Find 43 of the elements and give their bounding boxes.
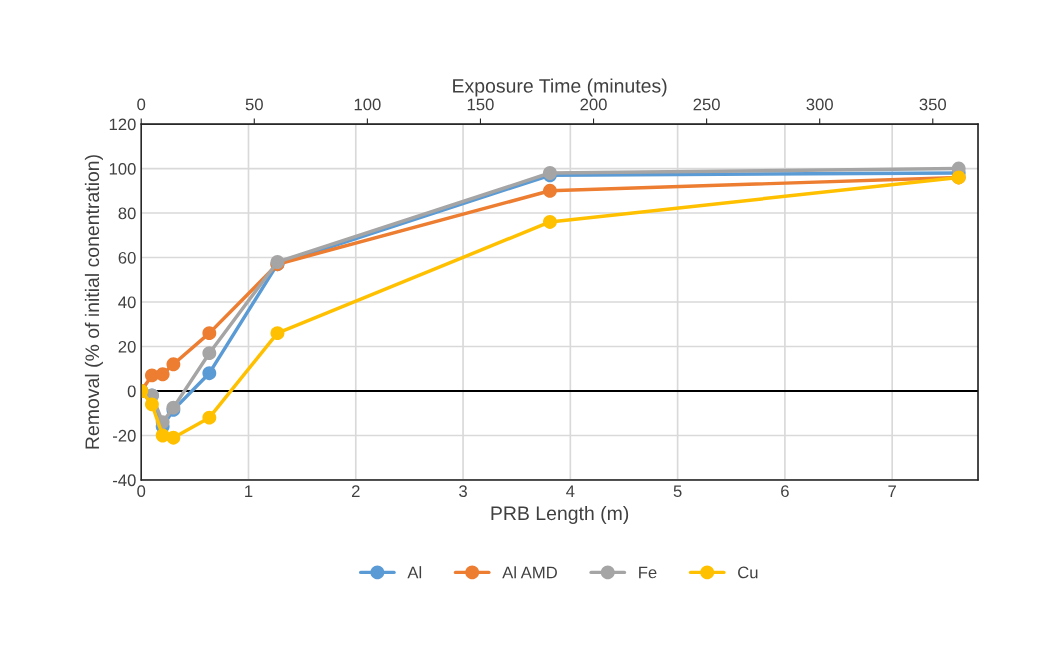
x2-tick-label: 250 bbox=[693, 98, 720, 111]
y-tick-label: 100 bbox=[109, 162, 136, 175]
x-tick-label: 3 bbox=[459, 485, 467, 498]
legend-label: Al bbox=[407, 566, 422, 579]
y-tick-label: 0 bbox=[127, 385, 136, 398]
y-axis-title: Removal (% of initial conentration) bbox=[84, 155, 103, 449]
y-tick-label: 120 bbox=[109, 118, 136, 131]
x2-tick-label: 200 bbox=[580, 98, 607, 111]
point bbox=[166, 357, 181, 372]
x2-tick-label: 100 bbox=[354, 98, 381, 111]
x2-tick-label: 50 bbox=[245, 98, 263, 111]
point bbox=[202, 346, 217, 361]
y-tick-label: 60 bbox=[118, 251, 136, 264]
legend-label: Al AMD bbox=[502, 566, 557, 579]
point bbox=[270, 326, 285, 341]
point bbox=[166, 430, 181, 445]
x-tick-label: 5 bbox=[673, 485, 682, 498]
x2-axis-title: Exposure Time (minutes) bbox=[453, 78, 667, 97]
y-tick-label: 20 bbox=[118, 340, 136, 353]
x-tick-label: 4 bbox=[566, 485, 575, 497]
y-tick-label: -20 bbox=[113, 429, 136, 442]
legend-label: Cu bbox=[738, 566, 758, 579]
y-tick-label: 80 bbox=[118, 207, 136, 220]
x-axis-title: PRB Length (m) bbox=[491, 505, 629, 525]
point bbox=[202, 410, 217, 425]
x-tick-label: 2 bbox=[351, 485, 360, 497]
point bbox=[543, 183, 557, 198]
point bbox=[155, 367, 170, 382]
legend-label: Fe bbox=[639, 566, 657, 579]
y-tick-label: 40 bbox=[118, 296, 136, 309]
x2-tick-label: 150 bbox=[467, 98, 494, 111]
x2-tick-label: 0 bbox=[137, 98, 146, 111]
x2-tick-label: 350 bbox=[919, 98, 947, 111]
x-tick-label: 7 bbox=[888, 485, 896, 497]
x2-tick-label: 300 bbox=[806, 98, 833, 111]
y-tick-label: -40 bbox=[113, 474, 136, 487]
x-tick-label: 6 bbox=[781, 485, 789, 498]
x-tick-label: 1 bbox=[245, 485, 253, 497]
point bbox=[202, 326, 217, 341]
point bbox=[144, 397, 159, 412]
x-tick-label: 0 bbox=[137, 485, 146, 498]
point bbox=[543, 214, 557, 229]
point bbox=[202, 366, 217, 381]
